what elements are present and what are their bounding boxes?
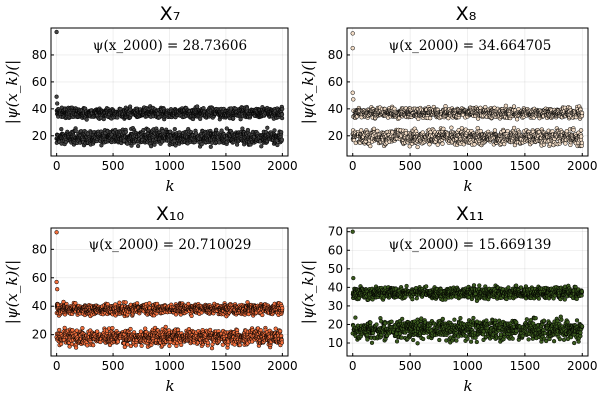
data-point — [80, 326, 85, 331]
data-point — [57, 327, 62, 333]
y-axis-label: |ψ(x_k)(| — [299, 60, 317, 124]
panel-title: X₈ — [456, 3, 477, 25]
x-tick-label: 0 — [349, 159, 357, 173]
data-point — [54, 29, 59, 35]
data-point — [133, 343, 138, 348]
data-point — [115, 339, 121, 344]
data-point — [198, 116, 203, 122]
data-point — [350, 90, 355, 95]
panel-title: X₇ — [160, 3, 181, 25]
panel-title: X₁₀ — [156, 203, 184, 225]
annotation: ψ(x_2000) = 34.664705 — [389, 38, 552, 54]
x-tick-label: 500 — [102, 159, 125, 173]
data-point — [279, 115, 285, 121]
data-point — [128, 326, 133, 332]
data-point — [505, 128, 510, 134]
data-point — [123, 300, 128, 305]
data-point — [123, 129, 129, 135]
data-point — [350, 46, 355, 51]
data-point — [55, 101, 60, 106]
x-tick-label: 2000 — [567, 159, 598, 173]
data-point — [110, 325, 115, 331]
data-point — [440, 141, 445, 146]
x-tick-label: 1000 — [154, 159, 185, 173]
data-point — [59, 126, 64, 132]
data-point — [514, 117, 520, 122]
data-point — [578, 128, 584, 133]
scatter-points — [54, 29, 285, 149]
data-point — [147, 301, 152, 306]
data-point — [208, 144, 213, 149]
x-tick-label: 1000 — [452, 159, 483, 173]
y-axis-label: |ψ(x_k)(| — [3, 60, 21, 124]
data-point — [73, 128, 78, 133]
data-point — [563, 141, 568, 146]
x-axis-label: k — [463, 177, 472, 195]
y-tick-label: 80 — [328, 48, 343, 62]
x-axis-label: k — [165, 177, 174, 195]
annotation: ψ(x_2000) = 28.73606 — [93, 38, 247, 54]
y-tick-label: 80 — [32, 48, 47, 62]
data-point — [172, 126, 177, 132]
data-point — [91, 343, 96, 348]
data-point — [279, 112, 285, 117]
data-point — [579, 110, 585, 116]
y-tick-label: 60 — [328, 75, 343, 89]
data-point — [54, 94, 59, 99]
data-point — [579, 140, 585, 146]
data-point — [117, 300, 122, 305]
y-tick-label: 60 — [32, 75, 47, 89]
data-point — [492, 128, 498, 133]
data-point — [280, 106, 285, 112]
data-point — [511, 104, 517, 109]
y-tick-label: 20 — [328, 129, 343, 143]
data-point — [368, 143, 373, 149]
data-point — [135, 143, 141, 149]
data-point — [375, 128, 380, 134]
data-point — [279, 137, 285, 142]
x-tick-label: 500 — [399, 159, 422, 173]
data-point — [143, 326, 148, 331]
data-point — [275, 142, 280, 148]
data-point — [435, 142, 440, 147]
data-point — [511, 125, 517, 131]
data-point — [59, 341, 64, 347]
data-point — [160, 129, 165, 134]
data-point — [195, 104, 200, 109]
data-point — [272, 128, 277, 133]
data-point — [449, 125, 454, 130]
x-tick-label: 1500 — [510, 159, 541, 173]
panel-x8: X₈ 0 500 1000 1500 2000 20 40 60 80 ψ(x_2000) = … — [299, 3, 598, 195]
data-point — [85, 343, 90, 348]
data-point — [571, 128, 576, 133]
y-tick-label: 40 — [32, 102, 47, 116]
data-point — [279, 129, 284, 135]
x-tick-label: 1500 — [211, 159, 242, 173]
data-point — [139, 343, 144, 348]
data-point — [84, 117, 89, 122]
y-tick-label: 40 — [328, 102, 343, 116]
x-tick-label: 2000 — [267, 159, 298, 173]
data-point — [214, 127, 219, 132]
data-point — [503, 103, 509, 108]
x-tick-label: 0 — [53, 159, 61, 173]
data-point — [62, 325, 67, 331]
data-point — [265, 125, 270, 130]
data-point — [428, 116, 433, 121]
data-point — [415, 144, 420, 150]
data-point — [95, 329, 100, 334]
data-point — [579, 134, 584, 139]
data-point — [199, 142, 204, 147]
data-point — [259, 144, 264, 149]
data-point — [350, 31, 355, 36]
data-point — [351, 97, 356, 102]
panel-x7: X₇ 0 500 1000 1500 2000 20 40 60 80 ψ(x_2000) = … — [3, 3, 298, 195]
y-tick-label: 20 — [32, 129, 47, 143]
